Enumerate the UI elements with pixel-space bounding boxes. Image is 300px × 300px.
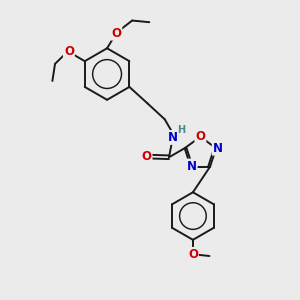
Text: N: N — [213, 142, 223, 155]
Text: O: O — [64, 45, 74, 58]
Text: N: N — [187, 160, 197, 172]
Text: N: N — [168, 131, 178, 144]
Text: O: O — [111, 27, 121, 40]
Text: O: O — [195, 130, 206, 143]
Text: O: O — [188, 248, 198, 261]
Text: H: H — [178, 125, 186, 135]
Text: O: O — [142, 150, 152, 163]
